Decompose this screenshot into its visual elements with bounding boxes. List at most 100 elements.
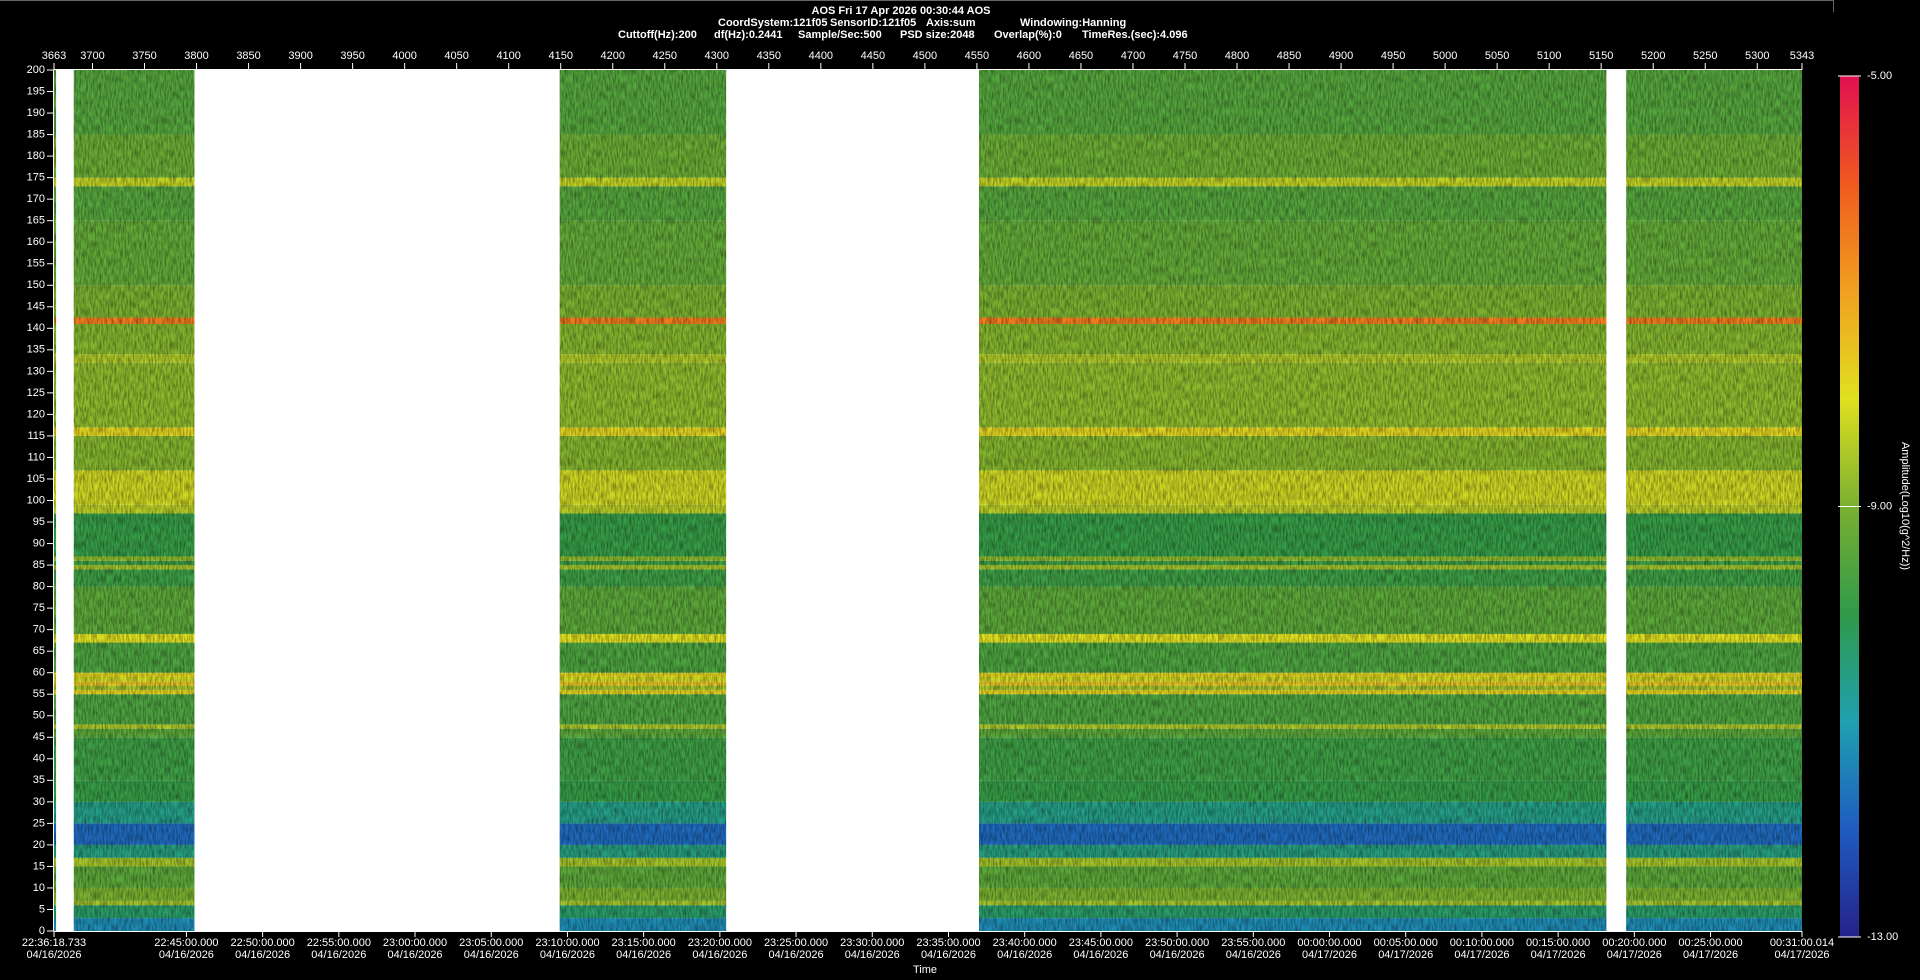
y-tick-label: 70 xyxy=(33,624,45,636)
y-tick-label: 75 xyxy=(33,602,45,614)
y-tick-label: 145 xyxy=(27,301,45,313)
info-text: Cuttoff(Hz):200 xyxy=(618,29,697,41)
time-tick-date: 04/16/2026 xyxy=(921,949,976,961)
info-text: TimeRes.(sec):4.096 xyxy=(1082,29,1188,41)
time-tick-date: 04/17/2026 xyxy=(1607,949,1662,961)
x-tick-label: 3800 xyxy=(184,50,208,62)
y-tick-label: 165 xyxy=(27,215,45,227)
y-tick-label: 185 xyxy=(27,128,45,140)
y-tick-label: 20 xyxy=(33,839,45,851)
x-tick-label: 4200 xyxy=(600,50,624,62)
x-tick-label: 4700 xyxy=(1121,50,1145,62)
y-tick-label: 125 xyxy=(27,387,45,399)
x-tick-label: 5250 xyxy=(1693,50,1717,62)
y-tick-label: 115 xyxy=(27,430,45,442)
x-tick-label: 3900 xyxy=(288,50,312,62)
colorbar-tick-label: -13.00 xyxy=(1867,931,1898,943)
y-tick-label: 10 xyxy=(33,882,45,894)
x-tick-label: 4800 xyxy=(1225,50,1249,62)
time-tick-label: 23:00:00.000 xyxy=(383,937,447,949)
info-text: Windowing:Hanning xyxy=(1020,17,1126,29)
time-tick-date: 04/17/2026 xyxy=(1302,949,1357,961)
info-text: df(Hz):0.2441 xyxy=(714,29,782,41)
time-tick-label: 23:10:00.000 xyxy=(535,937,599,949)
info-text: PSD size:2048 xyxy=(900,29,975,41)
x-tick-label: 4300 xyxy=(705,50,729,62)
colorbar-tick-label: -5.00 xyxy=(1867,70,1892,82)
y-tick-label: 155 xyxy=(27,258,45,270)
y-tick-label: 175 xyxy=(27,172,45,184)
x-tick-label: 3850 xyxy=(236,50,260,62)
x-tick-label: 4750 xyxy=(1173,50,1197,62)
info-text: CoordSystem:121f05 xyxy=(718,17,827,29)
time-tick-label: 22:45:00.000 xyxy=(154,937,218,949)
time-tick-date: 04/16/2026 xyxy=(769,949,824,961)
x-tick-label: 4950 xyxy=(1381,50,1405,62)
time-tick-label: 22:36:18.733 xyxy=(22,937,86,949)
y-tick-label: 35 xyxy=(33,774,45,786)
x-tick-label: 3750 xyxy=(132,50,156,62)
x-tick-label: 3950 xyxy=(340,50,364,62)
x-tick-label: 4900 xyxy=(1329,50,1353,62)
time-tick-date: 04/16/2026 xyxy=(997,949,1052,961)
info-text: Overlap(%):0 xyxy=(994,29,1062,41)
x-tick-label: 5100 xyxy=(1537,50,1561,62)
y-tick-label: 50 xyxy=(33,710,45,722)
x-tick-label: 5000 xyxy=(1433,50,1457,62)
time-tick-date: 04/16/2026 xyxy=(845,949,900,961)
x-tick-label: 4450 xyxy=(861,50,885,62)
y-tick-label: 60 xyxy=(33,667,45,679)
y-tick-label: 85 xyxy=(33,559,45,571)
x-tick-label: 5050 xyxy=(1485,50,1509,62)
y-tick-label: 105 xyxy=(27,473,45,485)
time-tick-date: 04/16/2026 xyxy=(540,949,595,961)
time-tick-label: 23:25:00.000 xyxy=(764,937,828,949)
time-tick-label: 23:15:00.000 xyxy=(612,937,676,949)
time-tick-date: 04/16/2026 xyxy=(388,949,443,961)
time-tick-label: 23:45:00.000 xyxy=(1069,937,1133,949)
y-tick-label: 65 xyxy=(33,645,45,657)
time-tick-label: 23:30:00.000 xyxy=(840,937,904,949)
y-tick-label: 130 xyxy=(27,365,45,377)
y-tick-label: 55 xyxy=(33,688,45,700)
y-tick-label: 45 xyxy=(33,731,45,743)
time-tick-label: 00:05:00.000 xyxy=(1374,937,1438,949)
y-tick-label: 80 xyxy=(33,581,45,593)
y-tick-label: 95 xyxy=(33,516,45,528)
x-label: Time xyxy=(913,964,937,976)
y-tick-label: 195 xyxy=(27,85,45,97)
time-tick-label: 23:50:00.000 xyxy=(1145,937,1209,949)
y-tick-label: 0 xyxy=(39,925,45,937)
x-tick-label: 3663 xyxy=(42,50,66,62)
time-tick-label: 00:15:00.000 xyxy=(1526,937,1590,949)
time-tick-date: 04/17/2026 xyxy=(1683,949,1738,961)
time-tick-label: 00:31:00.014 xyxy=(1770,937,1834,949)
time-tick-date: 04/16/2026 xyxy=(26,949,81,961)
time-tick-date: 04/16/2026 xyxy=(235,949,290,961)
time-tick-label: 23:05:00.000 xyxy=(459,937,523,949)
y-tick-label: 120 xyxy=(27,408,45,420)
time-tick-label: 22:55:00.000 xyxy=(307,937,371,949)
y-tick-label: 40 xyxy=(33,753,45,765)
time-tick-label: 00:00:00.000 xyxy=(1297,937,1361,949)
time-tick-label: 23:35:00.000 xyxy=(916,937,980,949)
y-tick-label: 160 xyxy=(27,236,45,248)
x-tick-label: 3700 xyxy=(80,50,104,62)
x-tick-label: 4000 xyxy=(392,50,416,62)
time-tick-date: 04/16/2026 xyxy=(1226,949,1281,961)
info-text: Axis:sum xyxy=(926,17,976,29)
x-tick-label: 4050 xyxy=(444,50,468,62)
time-tick-date: 04/17/2026 xyxy=(1774,949,1829,961)
time-tick-date: 04/16/2026 xyxy=(1150,949,1205,961)
x-tick-label: 5200 xyxy=(1641,50,1665,62)
x-tick-label: 4400 xyxy=(809,50,833,62)
x-tick-label: 4650 xyxy=(1069,50,1093,62)
x-tick-label: 5300 xyxy=(1745,50,1769,62)
y-tick-label: 5 xyxy=(39,903,45,915)
time-tick-date: 04/16/2026 xyxy=(692,949,747,961)
time-tick-date: 04/16/2026 xyxy=(464,949,519,961)
info-text: SensorID:121f05 xyxy=(830,17,916,29)
time-tick-label: 00:20:00.000 xyxy=(1602,937,1666,949)
y-tick-label: 190 xyxy=(27,107,45,119)
